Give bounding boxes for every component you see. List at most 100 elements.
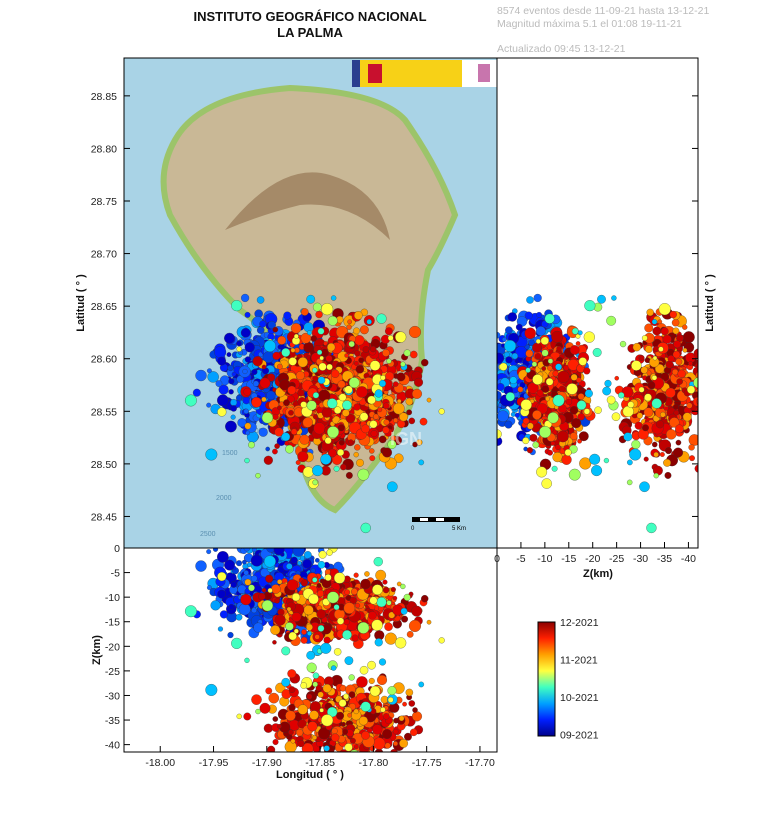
earthquake-event: [248, 441, 255, 449]
earthquake-event: [406, 409, 413, 416]
earthquake-event: [288, 409, 294, 416]
earthquake-event: [300, 332, 312, 344]
earthquake-event: [338, 439, 345, 446]
caldera-shape: [225, 172, 390, 240]
earthquake-event: [504, 420, 513, 429]
earthquake-event: [296, 752, 305, 761]
earthquake-event: [374, 389, 383, 398]
earthquake-event: [219, 610, 229, 619]
earthquake-event: [358, 357, 364, 364]
earthquake-event: [324, 437, 332, 445]
earthquake-event: [387, 335, 394, 341]
earthquake-event: [383, 419, 390, 426]
earthquake-event: [509, 376, 518, 384]
earthquake-event: [583, 331, 595, 343]
earthquake-event: [271, 584, 281, 594]
earthquake-event: [552, 370, 559, 377]
earthquake-event: [589, 453, 601, 465]
earthquake-event: [312, 375, 319, 382]
earthquake-event: [214, 346, 227, 359]
earthquake-event: [290, 347, 296, 353]
earthquake-event: [703, 348, 710, 355]
earthquake-event: [564, 448, 572, 457]
earthquake-event: [698, 451, 709, 462]
earthquake-event: [244, 578, 252, 586]
earthquake-event: [682, 331, 695, 344]
earthquake-event: [369, 455, 376, 462]
earthquake-event: [217, 551, 229, 563]
earthquake-event: [577, 413, 585, 421]
earthquake-event: [302, 559, 312, 569]
earthquake-event: [698, 371, 709, 382]
earthquake-event: [327, 398, 338, 409]
earthquake-event: [276, 363, 283, 370]
earthquake-event: [263, 723, 273, 733]
earthquake-event: [244, 457, 250, 464]
earthquake-event: [343, 602, 356, 614]
earthquake-event: [399, 412, 408, 422]
earthquake-event: [557, 430, 569, 443]
earthquake-event: [377, 407, 383, 413]
earthquake-event: [709, 394, 717, 402]
earthquake-event: [693, 348, 698, 359]
earthquake-event: [653, 451, 659, 458]
earthquake-event: [642, 424, 649, 432]
scale-start: 0: [411, 526, 415, 532]
earthquake-event: [611, 295, 617, 301]
earthquake-event: [354, 444, 361, 451]
earthquake-event: [497, 331, 501, 339]
earthquake-event: [225, 420, 237, 433]
earthquake-event: [195, 369, 207, 382]
earthquake-event: [261, 396, 267, 402]
earthquake-event: [288, 357, 297, 366]
earthquake-event: [577, 438, 582, 444]
earthquake-event: [392, 595, 398, 601]
longitude-depth-panel: [184, 548, 445, 761]
earthquake-event: [583, 408, 590, 415]
updated-time: Actualizado 09:45 13-12-21: [497, 43, 626, 55]
earthquake-event: [378, 435, 387, 444]
earthquake-event: [384, 632, 397, 645]
earthquake-event: [627, 459, 633, 466]
earthquake-event: [255, 473, 261, 479]
earthquake-event: [676, 378, 683, 385]
earthquake-event: [392, 402, 405, 415]
earthquake-event: [497, 410, 509, 422]
earthquake-event: [315, 684, 322, 692]
earthquake-event: [325, 355, 333, 363]
earthquake-event: [350, 737, 356, 744]
earthquake-event: [706, 422, 716, 432]
earthquake-event: [244, 342, 255, 353]
earthquake-event: [382, 402, 390, 410]
earthquake-event: [618, 392, 625, 399]
earthquake-event: [348, 691, 356, 699]
earthquake-event: [686, 402, 693, 409]
earthquake-event: [244, 422, 252, 430]
earthquake-event: [632, 343, 641, 352]
earthquake-event: [406, 631, 414, 638]
earthquake-event: [297, 739, 305, 748]
earthquake-event: [259, 702, 271, 714]
earthquake-event: [354, 350, 361, 357]
earthquake-event: [195, 560, 207, 572]
earthquake-event: [660, 327, 669, 336]
earthquake-event: [408, 700, 416, 707]
earthquake-event: [265, 687, 273, 695]
earthquake-event: [242, 396, 251, 405]
earthquake-event: [252, 380, 260, 387]
earthquake-event: [707, 364, 712, 369]
earthquake-event: [207, 585, 212, 591]
earthquake-event: [236, 340, 242, 347]
earthquake-event: [584, 389, 593, 398]
scale-end: 5 Km: [452, 526, 466, 532]
earthquake-event: [698, 392, 707, 401]
earthquake-event: [408, 325, 421, 339]
earthquake-event: [286, 563, 293, 570]
earthquake-event: [522, 417, 530, 425]
earthquake-event: [226, 352, 232, 357]
earthquake-event: [571, 327, 579, 335]
earthquake-event: [217, 407, 227, 417]
earthquake-event: [522, 437, 530, 445]
earthquake-event: [236, 375, 244, 383]
earthquake-event: [263, 455, 273, 465]
